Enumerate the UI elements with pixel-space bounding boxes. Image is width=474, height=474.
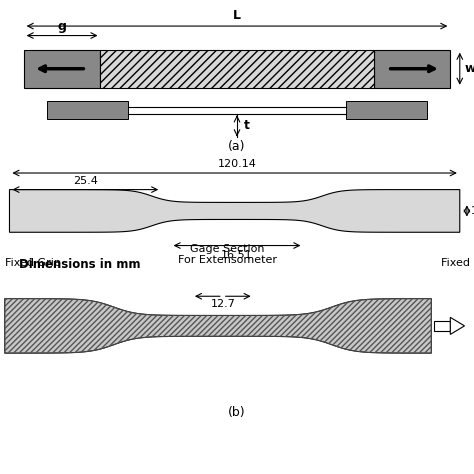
Bar	[24, 50, 100, 88]
Bar	[434, 321, 450, 331]
Polygon shape	[9, 190, 460, 232]
Text: 12.7: 12.7	[210, 299, 235, 309]
Bar	[346, 101, 427, 119]
Text: Gage Section
For Extensometer: Gage Section For Extensometer	[178, 244, 277, 265]
Text: 10.16: 10.16	[471, 206, 474, 216]
Text: L: L	[233, 9, 241, 22]
Text: 120.14: 120.14	[218, 159, 256, 169]
Text: g: g	[58, 20, 66, 33]
Polygon shape	[5, 299, 431, 353]
Text: w: w	[465, 62, 474, 75]
Polygon shape	[450, 318, 465, 335]
Bar	[374, 50, 450, 88]
Bar	[100, 50, 374, 88]
Text: Fixed Grip: Fixed Grip	[441, 258, 474, 268]
Text: 25.4: 25.4	[73, 176, 98, 186]
Text: 16.51: 16.51	[221, 250, 253, 260]
Bar	[47, 101, 128, 119]
Text: (b): (b)	[228, 406, 246, 419]
Text: Dimensions in mm: Dimensions in mm	[19, 258, 140, 271]
Text: Fixed Grip: Fixed Grip	[5, 258, 61, 268]
Text: (a): (a)	[228, 140, 246, 154]
Text: t: t	[244, 119, 250, 132]
